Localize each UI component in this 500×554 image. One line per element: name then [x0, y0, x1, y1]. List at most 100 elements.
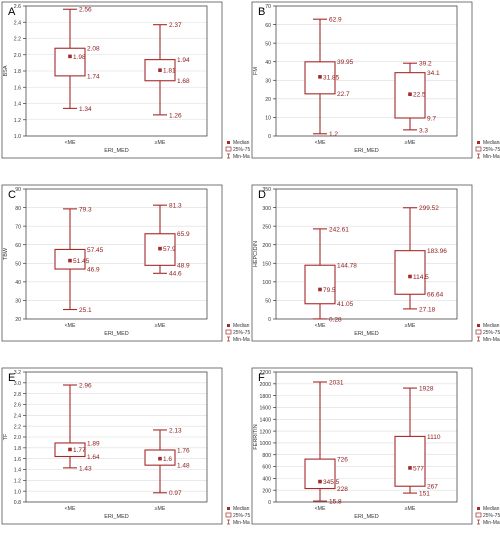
q1-label: 267 — [427, 484, 438, 491]
max-label: 39.2 — [419, 61, 432, 68]
y-tick-label: 1000 — [259, 441, 271, 447]
y-tick-label: 60 — [15, 243, 21, 249]
y-tick-label: 1200 — [259, 429, 271, 435]
y-tick-label: 1.2 — [14, 118, 21, 124]
y-tick-label: 50 — [15, 261, 21, 267]
median-marker — [158, 68, 162, 72]
legend-median-label: Median — [233, 140, 250, 146]
median-marker — [318, 75, 322, 79]
median-label: 51.45 — [73, 258, 90, 265]
y-tick-label: 1.6 — [14, 85, 21, 91]
box-group-1: 2031 726 228 15.8 345.5 — [304, 379, 348, 505]
plot-area — [25, 5, 208, 137]
max-label: 62.9 — [329, 17, 342, 24]
median-marker — [68, 258, 72, 263]
q1-label: 46.9 — [87, 266, 100, 273]
min-label: 1.43 — [79, 465, 92, 472]
q1-label: 41.05 — [337, 301, 354, 308]
legend-minmax-label: Min-Maks — [233, 520, 250, 526]
y-tick-label: 2.8 — [14, 392, 21, 398]
median-label: 22.5 — [413, 92, 426, 99]
y-tick-label: 40 — [15, 280, 21, 286]
median-label: 114.5 — [413, 274, 429, 281]
legend-box-label: 25%-75% — [483, 330, 500, 336]
panel-letter: C — [8, 189, 16, 201]
x-axis-label: ERI_MED — [354, 514, 378, 520]
q3-label: 1.94 — [177, 57, 190, 64]
y-tick-label: 1.4 — [14, 468, 21, 474]
y-tick-label: 2000 — [259, 382, 271, 388]
y-tick-label: 200 — [262, 488, 271, 494]
y-tick-label: 60 — [265, 23, 271, 29]
min-label: 151 — [419, 490, 430, 497]
category-label: ≥ME — [155, 506, 166, 512]
legend-minmax-label: Min-Maks — [483, 154, 500, 160]
y-tick-label: 200 — [262, 243, 271, 249]
q3-label: 65.9 — [177, 231, 190, 238]
legend-median-swatch — [477, 324, 480, 327]
max-label: 79.3 — [79, 206, 92, 213]
box-group-1: 242.61 144.78 41.05 0.28 79.5 — [304, 226, 357, 323]
legend-median-label: Median — [483, 506, 500, 512]
iqr-box — [394, 250, 426, 295]
box-group-2: 299.52 183.96 66.64 27.18 114.5 — [394, 205, 447, 313]
min-label: 0.28 — [329, 316, 342, 323]
median-marker — [68, 447, 72, 452]
y-tick-label: 1400 — [259, 417, 271, 423]
y-axis-label: TF — [3, 433, 9, 440]
legend-median-label: Mediana — [483, 140, 500, 146]
legend-median-swatch — [477, 507, 480, 510]
plot-area — [25, 371, 208, 503]
y-tick-label: 70 — [15, 224, 21, 230]
q3-label: 183.96 — [427, 248, 447, 255]
x-axis-label: ERI_MED — [104, 514, 128, 520]
median-label: 31.85 — [323, 74, 340, 81]
median-marker — [408, 92, 412, 97]
y-tick-label: 2.2 — [14, 424, 21, 430]
median-label: 1.98 — [73, 54, 86, 61]
chart-e: 0.81.01.21.41.61.82.02.22.42.62.83.03.2E… — [1, 367, 255, 526]
box-group-2: 2.37 1.94 1.68 1.26 1.81 — [144, 22, 190, 119]
box-group-2: 39.2 34.1 9.7 3.3 22.5 — [394, 61, 440, 134]
max-label: 1928 — [419, 385, 434, 392]
legend-box-swatch — [475, 512, 482, 518]
x-axis-label: ERI_MED — [354, 331, 378, 337]
median-label: 1.77 — [73, 447, 86, 454]
category-label: ≥ME — [405, 140, 416, 146]
y-tick-label: 100 — [262, 280, 271, 286]
y-tick-label: 2.4 — [14, 414, 21, 420]
y-tick-label: 150 — [262, 261, 271, 267]
q3-label: 2.08 — [87, 46, 100, 53]
box-group-2: 81.3 65.9 48.944.6 57.9 — [144, 203, 190, 278]
max-label: 2.13 — [169, 427, 182, 434]
y-tick-label: 30 — [265, 78, 271, 84]
legend-box-swatch — [225, 329, 232, 335]
q3-label: 1110 — [427, 434, 441, 441]
median-marker — [158, 246, 162, 251]
panel-letter: F — [258, 372, 265, 384]
box-group-1: 62.9 39.95 22.7 1.2 31.85 — [304, 17, 354, 138]
q3-label: 57.45 — [87, 247, 104, 254]
panel-f: 0 200 400 600 800 1000 1200 1400 1600 1800 2000 220… — [250, 366, 500, 549]
legend-box-label: 25%-75% — [483, 147, 500, 153]
y-tick-label: 30 — [15, 299, 21, 305]
max-label: 2031 — [329, 379, 344, 386]
panel-frame — [1, 367, 223, 525]
legend-minmax-label: Min-Maks — [233, 154, 250, 160]
median-label: 79.5 — [323, 287, 336, 294]
legend-minmax-label: Min-Maks — [233, 337, 250, 343]
category-label: <ME — [65, 140, 76, 146]
panel-b: 0 10 20 30 40 50 60 70 B FM ERI_MED 62.9 39.95 22.7 1.… — [250, 0, 500, 183]
median-marker — [68, 54, 72, 59]
q3-label: 34.1 — [427, 70, 440, 77]
y-tick-label: 0 — [268, 500, 271, 506]
y-axis-label: BSA — [3, 65, 9, 76]
legend-median-swatch — [477, 141, 480, 144]
median-marker — [318, 479, 322, 484]
min-label: 44.6 — [169, 271, 182, 278]
legend-median-label: Median — [233, 323, 250, 329]
q3-label: 39.95 — [337, 59, 354, 66]
y-tick-label: 2.6 — [14, 403, 21, 409]
